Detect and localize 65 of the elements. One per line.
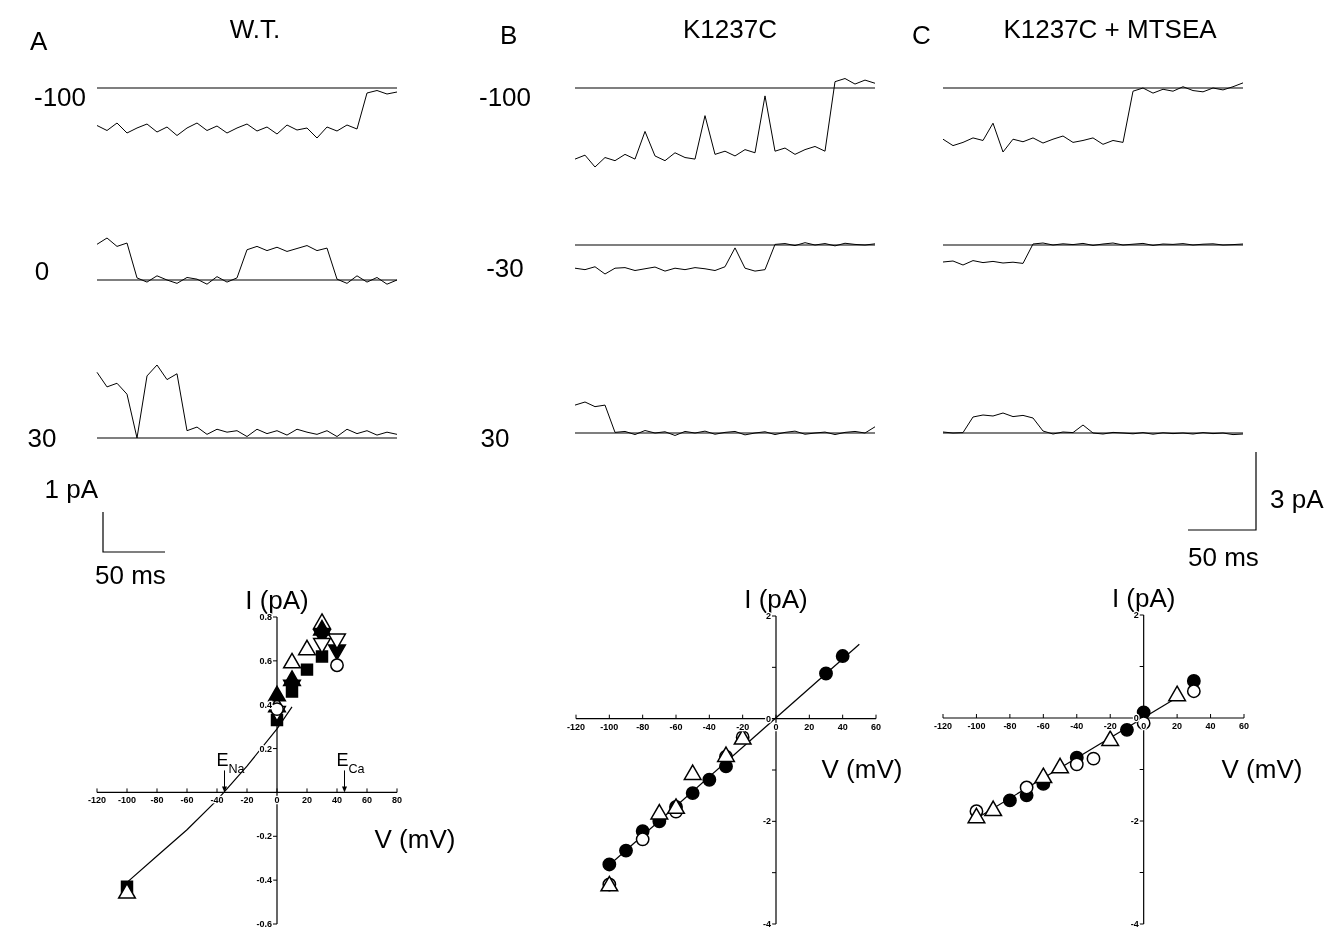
x-tick-label: -100: [967, 721, 986, 731]
y-axis-title: I (pA): [744, 584, 808, 614]
text: 3 pA: [1270, 484, 1325, 514]
x-tick-label: -120: [87, 795, 107, 806]
x-tick-label: 60: [870, 721, 882, 732]
y-axis-title: 30: [480, 423, 510, 453]
x-tick-label: -20: [240, 795, 254, 806]
text: 1 pA: [44, 474, 99, 504]
x-tick-label: -20: [1103, 721, 1117, 731]
x-tick-label: -80: [636, 721, 650, 732]
chart-title: K1237C: [683, 14, 777, 44]
x-tick-label: 20: [804, 721, 815, 732]
x-tick-label: -120: [933, 721, 953, 731]
y-axis-title: -100: [478, 82, 532, 112]
text: 50 ms: [95, 560, 166, 590]
y-tick-label: -0.2: [256, 831, 272, 842]
x-tick-label: -60: [180, 795, 194, 806]
y-tick-label: 0.6: [259, 655, 272, 666]
x-tick-label: -120: [566, 721, 586, 732]
text: A: [30, 26, 48, 56]
y-axis-title: I (pA): [245, 585, 309, 615]
x-tick-label: -100: [600, 721, 619, 732]
y-tick-label: -2: [762, 816, 771, 827]
x-tick-label: 40: [1205, 721, 1216, 731]
x-tick-label: -80: [1003, 721, 1017, 731]
x-tick-label: -60: [669, 721, 683, 732]
x-tick-label: -40: [1070, 721, 1084, 731]
chart-title: K1237C + MTSEA: [1003, 14, 1218, 44]
y-axis-title: -100: [33, 82, 87, 112]
x-axis-title: V (mV): [1221, 754, 1303, 784]
text: C: [912, 20, 931, 50]
annotation: E$_{Ca}$: [336, 750, 365, 777]
x-tick-label: -40: [702, 721, 716, 732]
y-tick-label: 0: [765, 713, 771, 724]
y-axis-title: 30: [27, 423, 57, 453]
x-tick-label: 40: [837, 721, 848, 732]
x-tick-label: 60: [1238, 721, 1250, 731]
y-tick-label: -2: [1130, 816, 1139, 826]
x-tick-label: -20: [736, 721, 750, 732]
text: 50 ms: [1188, 542, 1259, 572]
annotation: E$_{Na}$: [216, 750, 245, 777]
y-tick-label: -0.4: [256, 875, 272, 886]
y-tick-label: 0: [1133, 713, 1139, 723]
y-axis-title: -30: [486, 253, 524, 283]
x-axis-title: V (mV): [374, 824, 456, 854]
x-tick-label: 0: [274, 795, 280, 806]
y-tick-label: -4: [1130, 919, 1139, 929]
y-axis-title: 0: [34, 256, 50, 286]
y-tick-label: -0.6: [256, 919, 272, 929]
x-tick-label: 0: [1141, 721, 1147, 731]
x-tick-label: -60: [1036, 721, 1050, 731]
x-tick-label: 80: [391, 795, 403, 806]
y-tick-label: 0.2: [259, 743, 272, 754]
x-tick-label: 20: [1172, 721, 1183, 731]
x-axis-title: V (mV): [821, 754, 903, 784]
x-tick-label: 0: [773, 721, 779, 732]
x-tick-label: 20: [301, 795, 313, 806]
x-tick-label: 60: [361, 795, 373, 806]
y-tick-label: -4: [762, 919, 771, 929]
x-tick-label: -100: [117, 795, 137, 806]
y-axis-title: I (pA): [1111, 583, 1176, 613]
text: B: [500, 20, 518, 50]
x-tick-label: 40: [331, 795, 343, 806]
chart-title: W.T.: [229, 14, 281, 44]
x-tick-label: -80: [150, 795, 164, 806]
